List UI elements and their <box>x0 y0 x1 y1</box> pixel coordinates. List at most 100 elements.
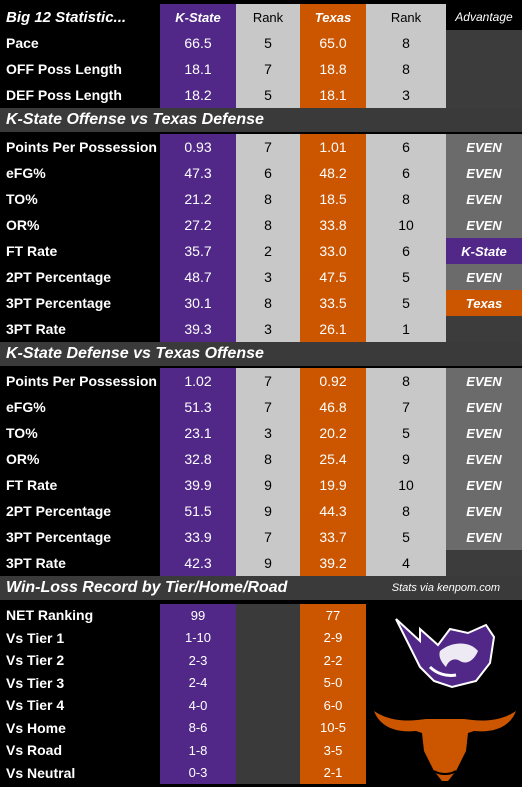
section-header-kstate-offense: K-State Offense vs Texas Defense <box>0 108 522 132</box>
kstate-value: 35.7 <box>160 238 236 264</box>
record-label: Vs Road <box>0 739 160 762</box>
kstate-record: 2-3 <box>160 649 236 672</box>
table-row: eFG% 47.3 6 48.2 6 EVEN <box>0 160 522 186</box>
kstate-value: 18.1 <box>160 56 236 82</box>
texas-rank: 5 <box>366 524 446 550</box>
kstate-value: 51.5 <box>160 498 236 524</box>
kstate-record: 8-6 <box>160 716 236 739</box>
record-spacer <box>236 739 300 762</box>
kstate-value: 51.3 <box>160 394 236 420</box>
texas-record: 2-2 <box>300 649 366 672</box>
kstate-rank: 7 <box>236 56 300 82</box>
record-spacer <box>236 626 300 649</box>
kstate-value: 39.3 <box>160 316 236 342</box>
record-spacer <box>236 716 300 739</box>
texas-value: 25.4 <box>300 446 366 472</box>
stat-label: eFG% <box>0 394 160 420</box>
texas-record: 3-5 <box>300 739 366 762</box>
texas-rank: 6 <box>366 238 446 264</box>
record-spacer <box>236 761 300 784</box>
advantage-badge: EVEN <box>446 524 522 550</box>
stat-label: Pace <box>0 30 160 56</box>
kstate-rank: 9 <box>236 498 300 524</box>
texas-rank: 10 <box>366 212 446 238</box>
texas-record: 2-9 <box>300 626 366 649</box>
kstate-value: 47.3 <box>160 160 236 186</box>
texas-value: 19.9 <box>300 472 366 498</box>
advantage-badge: EVEN <box>446 498 522 524</box>
kstate-rank: 3 <box>236 420 300 446</box>
stat-label: 3PT Rate <box>0 316 160 342</box>
record-spacer <box>236 604 300 627</box>
advantage-badge: EVEN <box>446 186 522 212</box>
section-title: K-State Offense vs Texas Defense <box>6 111 264 128</box>
kstate-record: 1-10 <box>160 626 236 649</box>
stat-label: TO% <box>0 420 160 446</box>
powercat-logo-icon <box>395 618 496 689</box>
kstate-column-header: K-State <box>160 4 236 30</box>
section-title: Win-Loss Record by Tier/Home/Road <box>6 579 288 596</box>
texas-rank: 8 <box>366 56 446 82</box>
stat-label: Points Per Possession <box>0 368 160 394</box>
texas-rank: 9 <box>366 446 446 472</box>
kstate-rank: 3 <box>236 264 300 290</box>
table-row: OR% 32.8 8 25.4 9 EVEN <box>0 446 522 472</box>
table-row: Vs Home 8-6 10-5 <box>0 716 366 739</box>
table-row: Points Per Possession 1.02 7 0.92 8 EVEN <box>0 368 522 394</box>
advantage-badge: EVEN <box>446 160 522 186</box>
table-row: 3PT Rate 39.3 3 26.1 1 <box>0 316 522 342</box>
kstate-rank-header: Rank <box>236 4 300 30</box>
kstate-rank: 3 <box>236 316 300 342</box>
stat-label: DEF Poss Length <box>0 82 160 108</box>
table-row: TO% 23.1 3 20.2 5 EVEN <box>0 420 522 446</box>
texas-value: 33.7 <box>300 524 366 550</box>
texas-value: 18.5 <box>300 186 366 212</box>
kstate-value: 32.8 <box>160 446 236 472</box>
advantage-header: Advantage <box>446 4 522 30</box>
stat-label: OFF Poss Length <box>0 56 160 82</box>
kstate-value: 23.1 <box>160 420 236 446</box>
kstate-rank: 5 <box>236 30 300 56</box>
texas-rank: 7 <box>366 394 446 420</box>
source-credit: Stats via kenpom.com <box>391 582 500 594</box>
kstate-record: 4-0 <box>160 694 236 717</box>
table-row: OR% 27.2 8 33.8 10 EVEN <box>0 212 522 238</box>
kstate-rank: 9 <box>236 550 300 576</box>
kstate-value: 21.2 <box>160 186 236 212</box>
stat-label: FT Rate <box>0 472 160 498</box>
kstate-value: 0.93 <box>160 134 236 160</box>
table-row: OFF Poss Length 18.1 7 18.8 8 <box>0 56 522 82</box>
texas-value: 46.8 <box>300 394 366 420</box>
table-row: Vs Tier 4 4-0 6-0 <box>0 694 366 717</box>
stat-label: OR% <box>0 212 160 238</box>
record-spacer <box>236 671 300 694</box>
texas-rank-header: Rank <box>366 4 446 30</box>
kstate-rank: 8 <box>236 290 300 316</box>
texas-record: 10-5 <box>300 716 366 739</box>
kstate-value: 48.7 <box>160 264 236 290</box>
table-row: eFG% 51.3 7 46.8 7 EVEN <box>0 394 522 420</box>
advantage-badge: EVEN <box>446 368 522 394</box>
kstate-rank: 2 <box>236 238 300 264</box>
kstate-rank: 8 <box>236 186 300 212</box>
table-row: Pace 66.5 5 65.0 8 <box>0 30 522 56</box>
stat-label: Points Per Possession <box>0 134 160 160</box>
kstate-value: 42.3 <box>160 550 236 576</box>
advantage-badge: EVEN <box>446 212 522 238</box>
record-spacer <box>236 694 300 717</box>
texas-value: 47.5 <box>300 264 366 290</box>
kstate-value: 27.2 <box>160 212 236 238</box>
kstate-record: 0-3 <box>160 761 236 784</box>
advantage-badge: EVEN <box>446 394 522 420</box>
texas-value: 20.2 <box>300 420 366 446</box>
table-row: Vs Road 1-8 3-5 <box>0 739 366 762</box>
advantage-badge: EVEN <box>446 446 522 472</box>
kstate-rank: 9 <box>236 472 300 498</box>
advantage-badge: K-State <box>446 238 522 264</box>
table-row: FT Rate 35.7 2 33.0 6 K-State <box>0 238 522 264</box>
table-row: Vs Neutral 0-3 2-1 <box>0 761 366 784</box>
table-row: 3PT Rate 42.3 9 39.2 4 <box>0 550 522 576</box>
stat-label: TO% <box>0 186 160 212</box>
advantage-badge <box>446 316 522 342</box>
texas-rank: 8 <box>366 186 446 212</box>
